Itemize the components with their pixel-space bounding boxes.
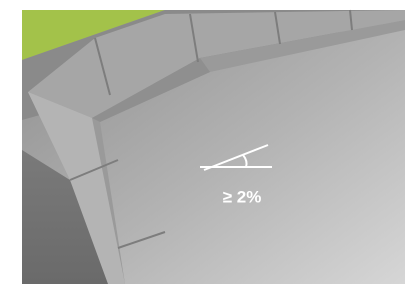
roof-illustration: ≥ 2% xyxy=(0,0,407,284)
slope-label: ≥ 2% xyxy=(223,187,262,206)
